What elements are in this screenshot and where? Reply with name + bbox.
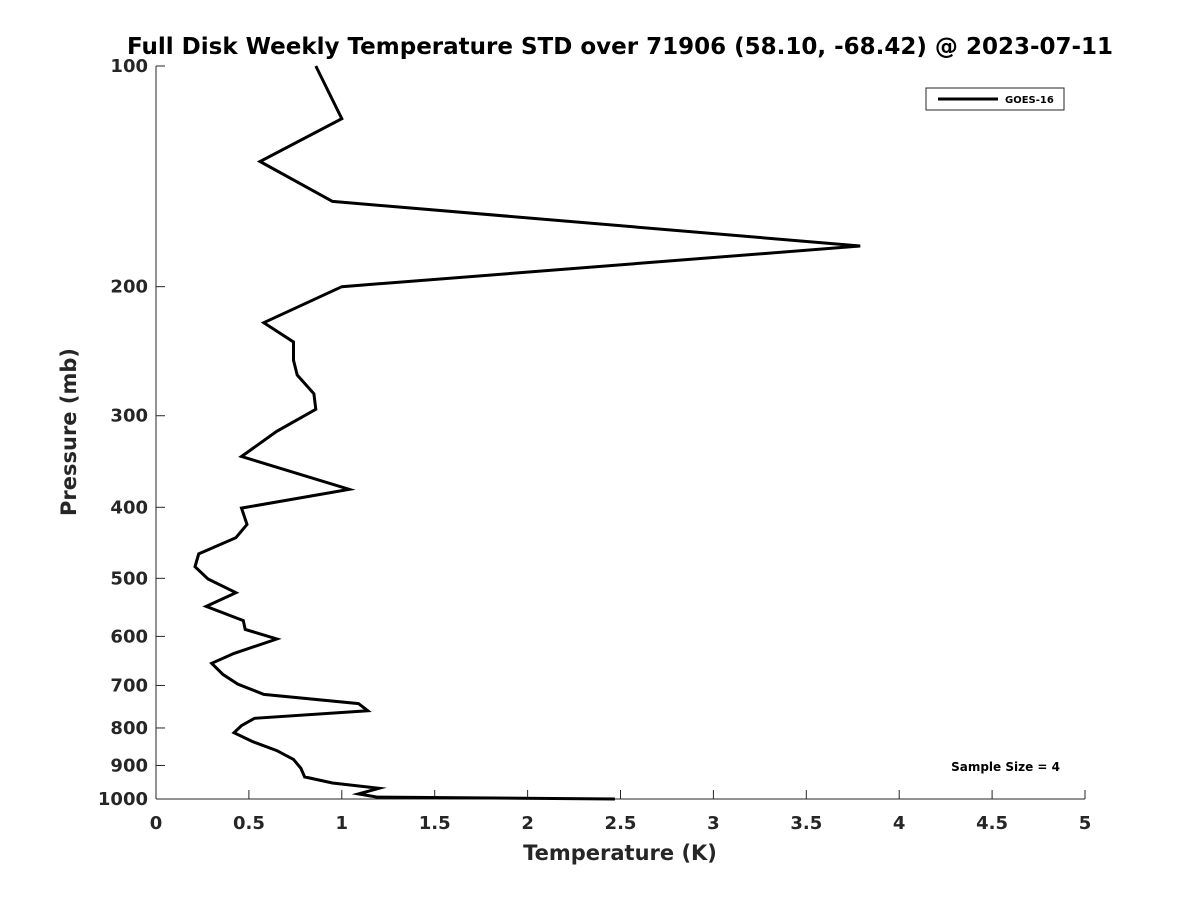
x-tick-label: 5: [1079, 813, 1092, 834]
series-layer: [193, 65, 861, 801]
x-tick-label: 4.5: [976, 813, 1008, 834]
chart-title: Full Disk Weekly Temperature STD over 71…: [127, 34, 1113, 60]
plot-background: [156, 66, 1085, 799]
y-axis-label: Pressure (mb): [57, 348, 81, 516]
legend: GOES-16: [925, 87, 1065, 111]
x-tick-label: 3.5: [790, 813, 822, 834]
x-tick-label: 2: [521, 813, 534, 834]
legend-series-name: GOES-16: [1005, 95, 1054, 106]
y-tick-label: 200: [110, 277, 148, 298]
axes: 0 0.5 1 1.5 2 2.5 3 3.5 4 4.5 5 100 200 300 400 500 600 7…: [98, 56, 1091, 834]
y-tick-label: 100: [110, 56, 148, 77]
x-tick-label: 4: [893, 813, 906, 834]
x-tick-label: 1.5: [419, 813, 451, 834]
x-axis-label: Temperature (K): [523, 841, 717, 865]
sample-size-annotation: Sample Size = 4: [951, 760, 1060, 774]
y-tick-label: 1000: [98, 789, 148, 810]
series-line-goes-16: [193, 65, 861, 801]
y-tick-label: 300: [110, 406, 148, 427]
x-tick-label: 0: [150, 813, 163, 834]
y-tick-label: 900: [110, 755, 148, 776]
y-tick-label: 800: [110, 718, 148, 739]
y-tick-label: 600: [110, 626, 148, 647]
y-tick-label: 700: [110, 675, 148, 696]
x-tick-label: 2.5: [605, 813, 637, 834]
x-tick-label: 0.5: [233, 813, 265, 834]
y-tick-label: 500: [110, 568, 148, 589]
x-tick-label: 3: [707, 813, 720, 834]
y-tick-label: 400: [110, 497, 148, 518]
x-tick-label: 1: [336, 813, 349, 834]
